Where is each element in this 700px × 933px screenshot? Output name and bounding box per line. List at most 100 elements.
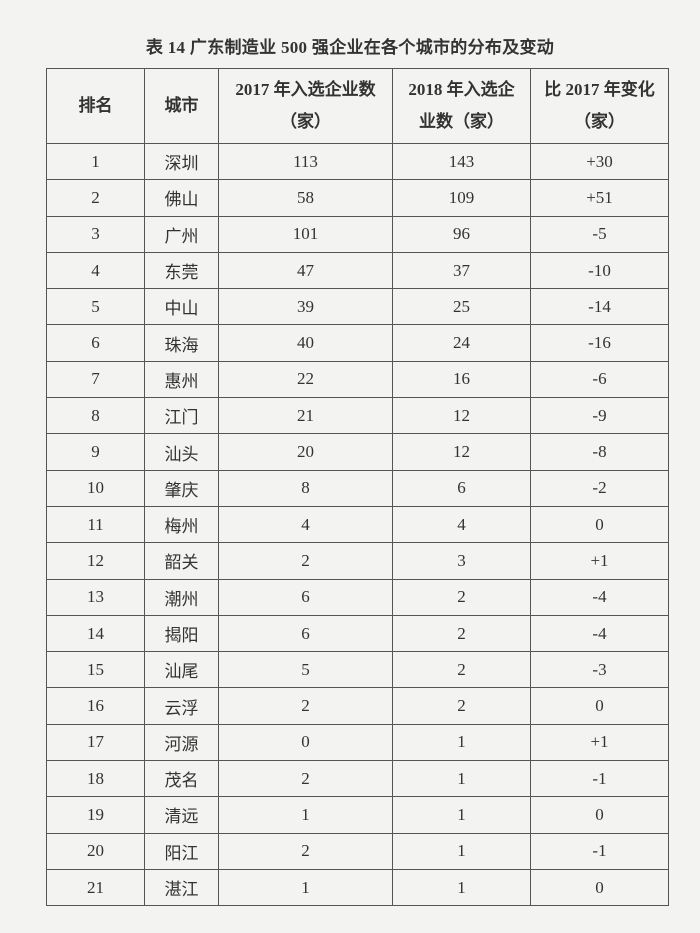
cell-rank: 16 bbox=[46, 687, 145, 725]
header-row: 排名 城市 2017 年入选企业数（家） 2018 年入选企业数（家） 比 20… bbox=[46, 68, 669, 144]
cell-city: 清远 bbox=[144, 796, 219, 834]
cell-count-2018: 2 bbox=[392, 651, 531, 689]
cell-count-2017: 5 bbox=[218, 651, 393, 689]
cell-rank: 8 bbox=[46, 397, 145, 435]
cell-count-2017: 6 bbox=[218, 578, 393, 616]
cell-change: +1 bbox=[530, 723, 669, 762]
table-row: 18 茂名 2 1 -1 bbox=[46, 760, 669, 798]
cell-count-2017: 2 bbox=[218, 687, 393, 725]
cell-change: -6 bbox=[530, 360, 669, 399]
cell-count-2017: 1 bbox=[218, 868, 393, 907]
cell-change: -10 bbox=[530, 251, 669, 290]
cell-city: 揭阳 bbox=[144, 614, 219, 653]
header-2018: 2018 年入选企业数（家） bbox=[392, 68, 531, 144]
cell-change: -14 bbox=[530, 288, 669, 326]
header-rank: 排名 bbox=[46, 68, 145, 144]
cell-rank: 7 bbox=[46, 360, 145, 399]
cell-count-2018: 1 bbox=[392, 868, 531, 907]
cell-rank: 9 bbox=[46, 433, 145, 471]
cell-city: 中山 bbox=[144, 288, 219, 326]
cell-change: -2 bbox=[530, 469, 669, 507]
cell-count-2018: 2 bbox=[392, 614, 531, 653]
cell-city: 韶关 bbox=[144, 542, 219, 580]
cell-rank: 11 bbox=[46, 505, 145, 544]
table-row: 4 东莞 47 37 -10 bbox=[46, 251, 669, 290]
cell-city: 东莞 bbox=[144, 251, 219, 290]
table-row: 20 阳江 2 1 -1 bbox=[46, 832, 669, 870]
cell-rank: 19 bbox=[46, 796, 145, 834]
cell-count-2017: 8 bbox=[218, 469, 393, 507]
cell-city: 肇庆 bbox=[144, 469, 219, 507]
cell-rank: 12 bbox=[46, 542, 145, 580]
cell-count-2017: 2 bbox=[218, 760, 393, 798]
cell-count-2017: 1 bbox=[218, 796, 393, 834]
cell-count-2017: 113 bbox=[218, 142, 393, 181]
table-row: 8 江门 21 12 -9 bbox=[46, 397, 669, 435]
cell-city: 深圳 bbox=[144, 142, 219, 181]
cell-count-2018: 24 bbox=[392, 324, 531, 362]
cell-change: 0 bbox=[530, 505, 669, 544]
city-distribution-table: 排名 城市 2017 年入选企业数（家） 2018 年入选企业数（家） 比 20… bbox=[46, 68, 669, 907]
cell-count-2017: 39 bbox=[218, 288, 393, 326]
cell-count-2017: 2 bbox=[218, 542, 393, 580]
cell-city: 潮州 bbox=[144, 578, 219, 616]
cell-count-2018: 12 bbox=[392, 433, 531, 471]
cell-change: 0 bbox=[530, 687, 669, 725]
cell-change: -1 bbox=[530, 832, 669, 870]
cell-rank: 20 bbox=[46, 832, 145, 870]
cell-rank: 18 bbox=[46, 760, 145, 798]
cell-city: 湛江 bbox=[144, 868, 219, 907]
cell-count-2018: 3 bbox=[392, 542, 531, 580]
cell-count-2017: 0 bbox=[218, 723, 393, 762]
table-row: 21 湛江 1 1 0 bbox=[46, 868, 669, 907]
table-row: 10 肇庆 8 6 -2 bbox=[46, 469, 669, 507]
table-row: 3 广州 101 96 -5 bbox=[46, 215, 669, 253]
cell-change: -4 bbox=[530, 578, 669, 616]
cell-change: 0 bbox=[530, 868, 669, 907]
cell-change: -9 bbox=[530, 397, 669, 435]
cell-count-2017: 22 bbox=[218, 360, 393, 399]
cell-rank: 4 bbox=[46, 251, 145, 290]
header-city: 城市 bbox=[144, 68, 219, 144]
cell-count-2018: 109 bbox=[392, 179, 531, 217]
table-row: 6 珠海 40 24 -16 bbox=[46, 324, 669, 362]
cell-count-2018: 12 bbox=[392, 397, 531, 435]
cell-count-2017: 20 bbox=[218, 433, 393, 471]
cell-city: 佛山 bbox=[144, 179, 219, 217]
cell-city: 广州 bbox=[144, 215, 219, 253]
cell-count-2017: 47 bbox=[218, 251, 393, 290]
header-change: 比 2017 年变化（家） bbox=[530, 68, 669, 144]
cell-rank: 21 bbox=[46, 868, 145, 907]
cell-rank: 1 bbox=[46, 142, 145, 181]
cell-change: -5 bbox=[530, 215, 669, 253]
cell-count-2018: 6 bbox=[392, 469, 531, 507]
cell-city: 江门 bbox=[144, 397, 219, 435]
table-row: 12 韶关 2 3 +1 bbox=[46, 542, 669, 580]
cell-count-2018: 96 bbox=[392, 215, 531, 253]
cell-rank: 10 bbox=[46, 469, 145, 507]
table-row: 7 惠州 22 16 -6 bbox=[46, 360, 669, 399]
cell-count-2018: 16 bbox=[392, 360, 531, 399]
cell-city: 云浮 bbox=[144, 687, 219, 725]
cell-count-2018: 25 bbox=[392, 288, 531, 326]
cell-city: 汕头 bbox=[144, 433, 219, 471]
table-row: 19 清远 1 1 0 bbox=[46, 796, 669, 834]
cell-city: 阳江 bbox=[144, 832, 219, 870]
cell-count-2017: 101 bbox=[218, 215, 393, 253]
table-row: 9 汕头 20 12 -8 bbox=[46, 433, 669, 471]
cell-count-2018: 1 bbox=[392, 760, 531, 798]
cell-change: +51 bbox=[530, 179, 669, 217]
table-row: 1 深圳 113 143 +30 bbox=[46, 142, 669, 181]
cell-count-2018: 2 bbox=[392, 578, 531, 616]
cell-count-2017: 58 bbox=[218, 179, 393, 217]
cell-change: +30 bbox=[530, 142, 669, 181]
cell-city: 珠海 bbox=[144, 324, 219, 362]
cell-count-2018: 1 bbox=[392, 832, 531, 870]
table-row: 17 河源 0 1 +1 bbox=[46, 723, 669, 762]
cell-rank: 15 bbox=[46, 651, 145, 689]
cell-change: -4 bbox=[530, 614, 669, 653]
cell-count-2018: 4 bbox=[392, 505, 531, 544]
cell-count-2018: 143 bbox=[392, 142, 531, 181]
table-row: 11 梅州 4 4 0 bbox=[46, 505, 669, 544]
cell-count-2017: 6 bbox=[218, 614, 393, 653]
